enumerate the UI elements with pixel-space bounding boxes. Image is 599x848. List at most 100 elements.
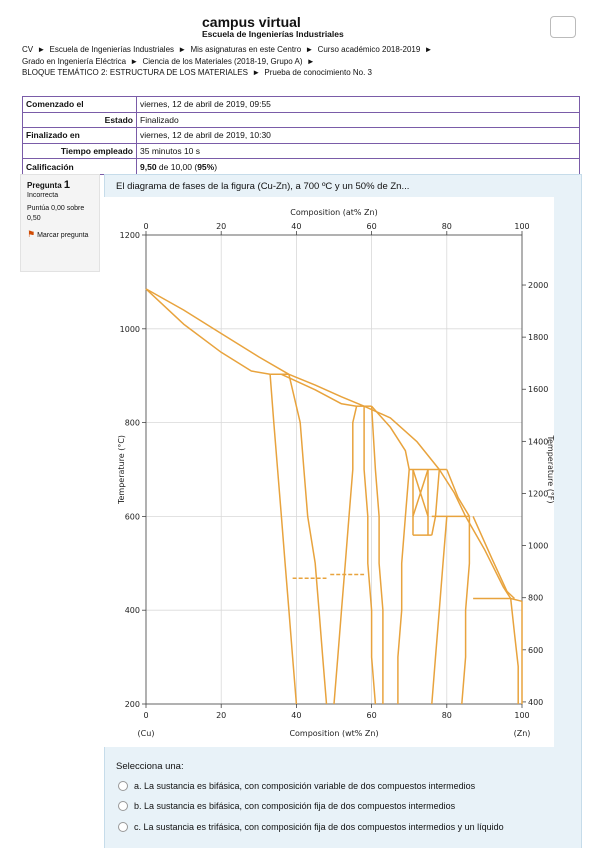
y-tick-label-right: 1800 — [528, 333, 548, 342]
y-tick-label-right: 400 — [528, 698, 543, 707]
phase-boundary-curve — [509, 598, 519, 704]
summary-row-finished: Finalizado en viernes, 12 de abril de 20… — [22, 127, 580, 144]
top-tick-label: 40 — [291, 222, 301, 231]
header-menu-button[interactable] — [550, 16, 576, 38]
y-axis-label-right: Temperature (°F) — [546, 434, 554, 503]
breadcrumb-separator: ► — [305, 45, 314, 54]
breadcrumb-item-block[interactable]: BLOQUE TEMÁTICO 2: ESTRUCTURA DE LOS MAT… — [22, 68, 248, 77]
y-tick-label-left: 1000 — [120, 325, 140, 334]
time-value: 35 minutos 10 s — [136, 142, 580, 160]
top-tick-label: 80 — [442, 222, 452, 231]
finished-value: viernes, 12 de abril de 2019, 10:30 — [136, 127, 580, 144]
phase-boundary-curve — [438, 469, 467, 517]
grade-label: Calificación — [22, 158, 137, 175]
answer-option-c[interactable]: c. La sustancia es trifásica, con compos… — [118, 821, 504, 833]
flag-question-label[interactable]: Marcar pregunta — [37, 232, 89, 239]
y-tick-label-right: 800 — [528, 594, 543, 603]
answer-option-a-label[interactable]: a. La sustancia es bifásica, con composi… — [134, 781, 476, 791]
breadcrumb-item-academic-year[interactable]: Curso académico 2018-2019 — [317, 45, 421, 54]
breadcrumb: CV ► Escuela de Ingenierías Industriales… — [22, 44, 582, 79]
phase-boundary-curve — [446, 469, 471, 517]
question-text: El diagrama de fases de la figura (Cu-Zn… — [116, 181, 410, 192]
started-label: Comenzado el — [22, 96, 137, 113]
phase-boundary-curve — [145, 288, 271, 376]
finished-label: Finalizado en — [22, 127, 137, 144]
phase-boundary-curve — [281, 373, 357, 407]
answer-option-c-label[interactable]: c. La sustancia es trifásica, con compos… — [134, 822, 504, 832]
phase-boundary-curve — [461, 516, 471, 705]
top-axis-label: Composition (at% Zn) — [290, 208, 377, 217]
breadcrumb-item-quiz[interactable]: Prueba de conocimiento No. 3 — [264, 68, 372, 77]
y-tick-label-left: 800 — [125, 419, 140, 428]
x-tick-label: 20 — [216, 711, 226, 720]
radio-c[interactable] — [118, 822, 128, 832]
y-tick-label-right: 1600 — [528, 385, 548, 394]
breadcrumb-separator: ► — [252, 68, 261, 77]
radio-a[interactable] — [118, 781, 128, 791]
summary-row-started: Comenzado el viernes, 12 de abril de 201… — [22, 96, 580, 113]
question-status: Incorrecta — [27, 192, 59, 199]
y-tick-label-right: 2000 — [528, 281, 548, 290]
y-tick-label-left: 200 — [125, 700, 140, 709]
breadcrumb-item-my-courses[interactable]: Mis asignaturas en este Centro — [190, 45, 302, 54]
flag-icon[interactable]: ⚑ — [27, 229, 36, 239]
x-tick-label: 40 — [291, 711, 301, 720]
question-number: Pregunta 1 — [27, 180, 93, 191]
summary-row-time: Tiempo empleado 35 minutos 10 s — [22, 142, 580, 160]
breadcrumb-separator: ► — [130, 56, 139, 66]
school-name: Escuela de Ingenierías Industriales — [202, 29, 344, 39]
grade-close: ) — [214, 161, 218, 172]
phase-boundary-curve — [288, 373, 365, 407]
question-info-panel: Pregunta 1 Incorrecta Puntúa 0,00 sobre … — [20, 174, 100, 272]
answer-option-b[interactable]: b. La sustancia es bifásica, con composi… — [118, 800, 455, 812]
top-tick-label: 0 — [143, 222, 148, 231]
y-tick-label-left: 400 — [125, 606, 140, 615]
breadcrumb-separator: ► — [37, 45, 46, 54]
x-tick-label: 0 — [143, 711, 148, 720]
breadcrumb-item-course[interactable]: Ciencia de los Materiales (2018-19, Grup… — [142, 56, 303, 66]
phase-diagram-image: 200 400 600 800 1000 1200 400 600 800 1000 1200 140… — [104, 197, 554, 747]
y-axis-label-left: Temperature (°C) — [117, 435, 126, 505]
phase-diagram-svg: 2004006008001000120040060080010001200140… — [117, 208, 554, 738]
state-label: Estado — [22, 111, 137, 129]
question-number-prefix: Pregunta — [27, 181, 62, 190]
x-end-label-left: (Cu) — [138, 729, 155, 738]
radio-b[interactable] — [118, 801, 128, 811]
attempt-summary-table: Comenzado el viernes, 12 de abril de 201… — [22, 96, 580, 175]
phase-boundary-curve — [288, 374, 328, 705]
phase-boundary-curve — [370, 406, 384, 704]
y-tick-label-left: 1200 — [120, 231, 140, 240]
x-axis-label: Composition (wt% Zn) — [289, 729, 378, 738]
breadcrumb-item-degree[interactable]: Grado en Ingeniería Eléctrica — [22, 56, 127, 66]
y-tick-label-right: 600 — [528, 646, 543, 655]
time-label: Tiempo empleado — [22, 142, 137, 160]
breadcrumb-item-school[interactable]: Escuela de Ingenierías Industriales — [49, 45, 175, 54]
site-title: campus virtual — [202, 14, 301, 30]
phase-boundary-curve — [464, 516, 512, 599]
grade-percent: 95% — [197, 161, 215, 172]
question-points: Puntúa 0,00 sobre 0,50 — [27, 205, 85, 222]
answer-option-a[interactable]: a. La sustancia es bifásica, con composi… — [118, 780, 475, 792]
x-tick-label: 80 — [442, 711, 452, 720]
grade-value: 9,50 de 10,00 (95%) — [136, 158, 580, 175]
x-tick-label: 100 — [514, 711, 529, 720]
top-tick-label: 100 — [514, 222, 529, 231]
flag-question-link[interactable]: ⚑ Marcar pregunta — [27, 229, 93, 241]
phase-boundary-curve — [472, 516, 516, 600]
phase-boundary-curve — [397, 469, 410, 704]
answer-option-b-label[interactable]: b. La sustancia es bifásica, con composi… — [134, 801, 456, 811]
breadcrumb-item-cv[interactable]: CV — [22, 45, 34, 54]
phase-boundary-curve — [363, 406, 377, 705]
phase-boundary-curve — [431, 516, 448, 705]
phase-boundary-curve — [269, 374, 298, 705]
phase-boundary-segment — [412, 469, 429, 517]
grade-score: 9,50 — [140, 161, 157, 172]
grade-max: de 10,00 ( — [156, 161, 198, 172]
breadcrumb-separator: ► — [306, 56, 315, 66]
breadcrumb-separator: ► — [424, 45, 433, 54]
select-one-label: Selecciona una: — [116, 761, 184, 772]
phase-boundary-curve — [431, 469, 441, 536]
phase-boundary-curve — [145, 288, 290, 375]
started-value: viernes, 12 de abril de 2019, 09:55 — [136, 96, 580, 113]
phase-boundary-curve — [333, 406, 358, 705]
